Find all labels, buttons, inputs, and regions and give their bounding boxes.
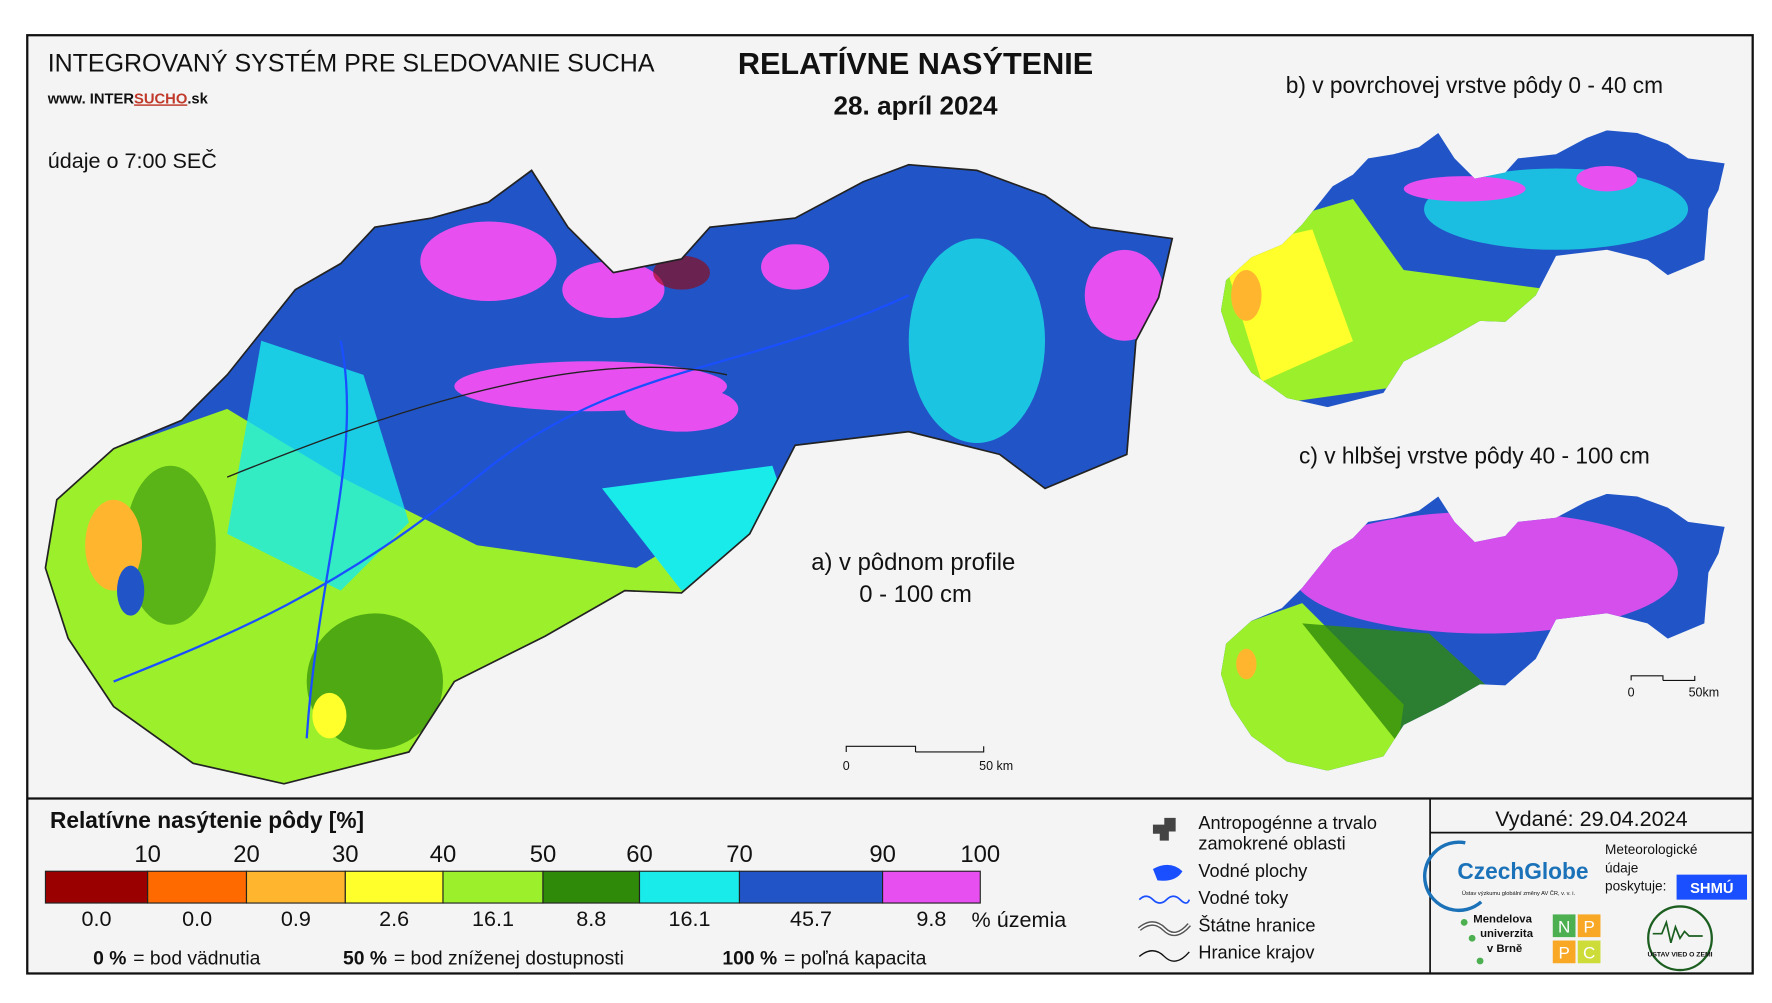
map-label: a) v pôdnom profile — [811, 549, 1015, 576]
note-value: 0 % — [93, 948, 126, 969]
logo-text: poskytuje: — [1605, 879, 1666, 894]
issued-date: Vydané: 29.04.2024 — [1495, 806, 1687, 831]
legend-swatch — [738, 870, 884, 904]
logo-text: Meteorologické — [1605, 842, 1697, 857]
legend-share: 0.0 — [82, 906, 112, 931]
legend-swatch — [442, 870, 544, 904]
npp-cell — [1577, 940, 1601, 964]
logo-text: Ústav výzkumu globální změny AV ČR, v. v… — [1462, 890, 1576, 897]
dot — [1476, 957, 1484, 965]
legend-share: 2.6 — [379, 906, 409, 931]
legend-share: 16.1 — [668, 906, 710, 931]
legend-boundary: 50 — [530, 841, 557, 868]
legend-boundary: 70 — [726, 841, 753, 868]
map-label: 0 - 100 cm — [859, 581, 972, 608]
system-title: INTEGROVANÝ SYSTÉM PRE SLEDOVANIE SUCHA — [48, 49, 655, 78]
legend-share: 9.8 — [916, 906, 946, 931]
symbol-label: Vodné toky — [1198, 888, 1289, 908]
legend-swatch — [147, 870, 248, 904]
url-part: www. INTER — [47, 91, 135, 107]
legend-notes: 0 % = bod vädnutia 50 % = bod zníženej dost… — [93, 948, 927, 969]
legend-note: 0 % = bod vädnutia — [93, 948, 260, 969]
legend-share: 0.0 — [182, 906, 212, 931]
region-icon — [1138, 950, 1190, 962]
npp-cell — [1552, 940, 1576, 964]
legend-swatch — [344, 870, 444, 904]
shmu-logo — [1676, 874, 1748, 900]
legend-swatch — [882, 870, 981, 904]
legend-share: 45.7 — [790, 906, 832, 931]
map-label: c) v hlbšej vrstve pôdy 40 - 100 cm — [1299, 442, 1650, 468]
symbol-label: Štátne hranice — [1198, 914, 1315, 935]
water-icon — [1152, 864, 1183, 881]
legend-unit: % územia — [972, 907, 1067, 932]
logo-text: ÚSTAV VIED O ZEMI — [1647, 949, 1712, 958]
legend-swatch — [542, 870, 641, 904]
symbol-label: zamokrené oblasti — [1198, 834, 1345, 854]
logo-text: SHMÚ — [1690, 879, 1733, 897]
logo-text: P — [1558, 944, 1569, 963]
time-note: údaje o 7:00 SEČ — [48, 148, 217, 173]
legend-boundary: 60 — [626, 841, 653, 868]
legend-boundary: 100 — [960, 841, 1000, 868]
main-title: RELATÍVNE NASÝTENIE — [738, 46, 1093, 81]
logo-text: CzechGlobe — [1457, 858, 1588, 884]
scale-label: 0 — [1628, 685, 1635, 699]
legend-swatch — [245, 870, 346, 904]
note-value: 100 % — [722, 948, 777, 969]
scale-label: 50 km — [979, 759, 1013, 773]
symbol-label: Hranice krajov — [1198, 943, 1315, 963]
symbol-label: Antropogénne a trvalo — [1198, 813, 1377, 833]
legend-share: 8.8 — [576, 906, 606, 931]
note-text: = poľná kapacita — [784, 948, 927, 969]
map-label: b) v povrchovej vrstve pôdy 0 - 40 cm — [1286, 72, 1663, 98]
legend-boundary: 10 — [134, 841, 161, 868]
border-icon — [1138, 922, 1190, 935]
legend-share: 0.9 — [281, 906, 311, 931]
note-text: = bod zníženej dostupnosti — [394, 948, 624, 969]
uvz-logo — [1647, 905, 1713, 972]
date: 28. apríl 2024 — [834, 91, 999, 121]
legend-note: 100 % = poľná kapacita — [722, 948, 926, 969]
symbol-label: Vodné plochy — [1198, 861, 1308, 881]
legend-boundary: 90 — [869, 841, 896, 868]
legend-swatch — [638, 870, 741, 904]
note-value: 50 % — [343, 948, 387, 969]
scale-bar — [1630, 675, 1696, 681]
legend-title: Relatívne nasýtenie pôdy [%] — [50, 807, 364, 833]
legend-swatch — [44, 870, 149, 904]
logo-text: P — [1583, 918, 1594, 937]
url: www. INTERSUCHO.sk — [47, 91, 209, 107]
dot — [1460, 918, 1468, 926]
uvz-logo — [1652, 919, 1703, 944]
logo-text: údaje — [1605, 860, 1638, 875]
npp-cell — [1552, 914, 1576, 938]
logo-text: v Brně — [1487, 943, 1522, 955]
scale-label: 0 — [843, 759, 850, 773]
url-part: SUCHO — [134, 91, 187, 107]
legend-boundary: 30 — [332, 841, 359, 868]
scale-bar — [845, 745, 985, 753]
legend-boundary: 40 — [430, 841, 457, 868]
legend-boundary: 20 — [233, 841, 260, 868]
czechglobe-arc — [1423, 840, 1483, 913]
logo-text: C — [1583, 944, 1595, 963]
anthro-icon — [1152, 817, 1176, 841]
dot — [1468, 934, 1476, 942]
logo-text: univerzita — [1480, 928, 1534, 940]
scale-label: 50km — [1689, 685, 1720, 699]
note-text: = bod vädnutia — [133, 948, 260, 969]
legend: 0.0 0.0 0.9 2.6 16.1 8.8 16.1 45.7 9.8 10 20 30 40 50… — [44, 841, 1000, 931]
state-border — [44, 163, 1174, 785]
legend-share: 16.1 — [472, 906, 514, 931]
logo-text: N — [1558, 918, 1570, 937]
npp-cell — [1577, 914, 1601, 938]
logo-text: Mendelova — [1473, 913, 1532, 925]
stream-icon — [1138, 895, 1191, 904]
url-part: .sk — [187, 91, 208, 107]
legend-note: 50 % = bod zníženej dostupnosti — [343, 948, 624, 969]
